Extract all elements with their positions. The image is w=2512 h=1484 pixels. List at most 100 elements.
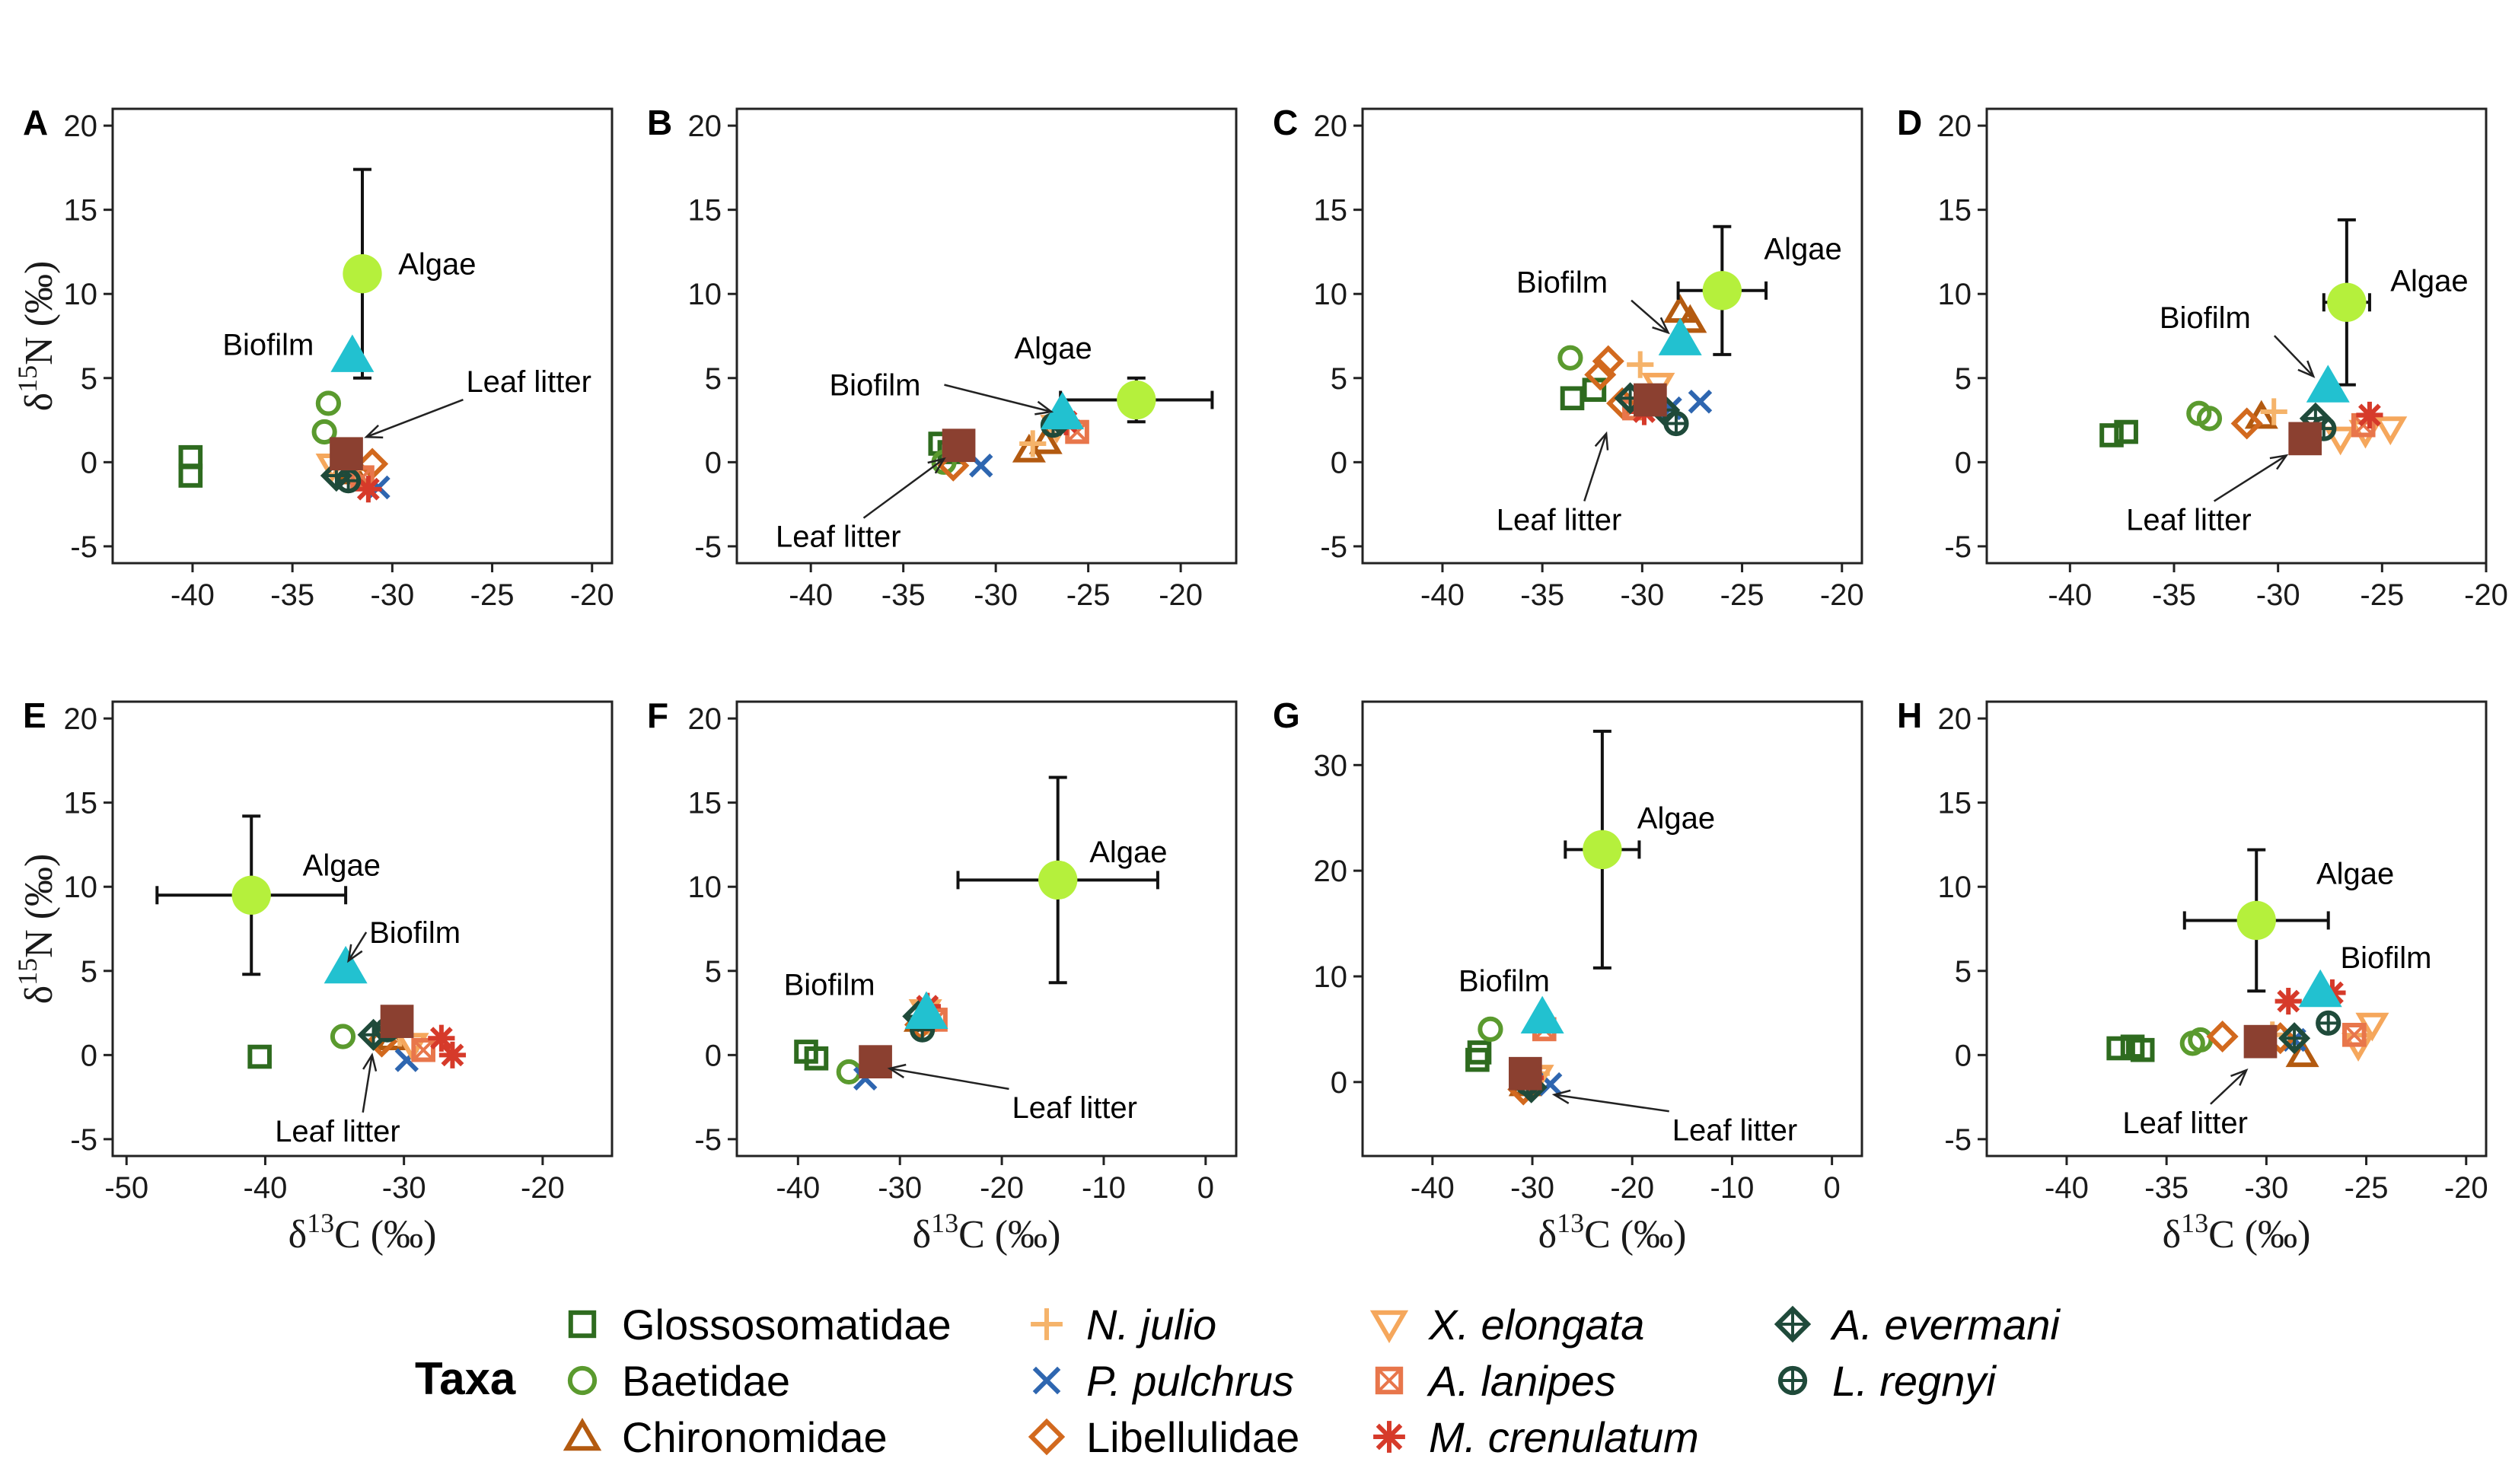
svg-text:Leaf litter: Leaf litter xyxy=(2126,504,2252,537)
legend-label-glosso: Glossosomatidae xyxy=(622,1301,952,1349)
panel-c-xtick-label: -25 xyxy=(1720,578,1764,612)
panel-f-annotation-biofilm: Biofilm xyxy=(784,968,875,1002)
svg-text:Biofilm: Biofilm xyxy=(2340,941,2431,975)
panel-h-xtick-label: -20 xyxy=(2444,1171,2488,1205)
panel-b-ytick-label: 0 xyxy=(705,446,722,479)
panel-e-point-glosso xyxy=(247,1044,272,1069)
panel-g-annotation-algae: Algae xyxy=(1637,802,1715,836)
panel-a-biofilm-mean xyxy=(330,334,375,372)
panel-h-point-chiro xyxy=(2285,1038,2319,1068)
panel-f-biofilm-mean xyxy=(904,991,948,1029)
legend-entry-glosso: Glossosomatidae xyxy=(568,1301,952,1349)
panel-d-point-njulio xyxy=(2260,398,2287,425)
legend-label-njulio: N. julio xyxy=(1086,1301,1216,1349)
panel-h-annotation-leaf-litter: Leaf litter xyxy=(2122,1068,2249,1140)
svg-text:Algae: Algae xyxy=(398,247,476,281)
panel-c-algae-mean xyxy=(1702,271,1742,310)
panel-f: F -5 0 5 10 15 20 -40 -30 -20 -10 0 δ13C (‰) Algae Bio… xyxy=(647,696,1238,1256)
panel-h-leaf-litter-mean xyxy=(2243,1024,2278,1059)
panel-a-ytick-label: -5 xyxy=(70,530,97,564)
panel-e-point-baetid xyxy=(330,1024,356,1049)
panel-b-leaf-litter-mean xyxy=(942,428,976,463)
panel-a-label: A xyxy=(23,103,48,142)
panel-a-leaf-litter-mean xyxy=(330,437,363,471)
panel-h-point-mcren xyxy=(2275,987,2302,1015)
panel-c-label: C xyxy=(1273,103,1298,142)
panel-g-xtick-label: -30 xyxy=(1510,1171,1554,1205)
svg-text:Biofilm: Biofilm xyxy=(1516,266,1608,300)
panel-d-label: D xyxy=(1897,103,1922,142)
panel-h-label: H xyxy=(1897,696,1922,735)
panel-b-ytick-label: -5 xyxy=(694,530,722,564)
panel-b-xtick-label: -40 xyxy=(789,578,833,612)
panel-c-annotation-biofilm: Biofilm xyxy=(1516,266,1670,335)
panel-b-ytick-label: 5 xyxy=(705,362,722,396)
panel-d-point-xelong xyxy=(2373,416,2408,446)
legend-title: Taxa xyxy=(415,1353,516,1404)
panel-b-annotation-biofilm: Biofilm xyxy=(829,369,1054,416)
panel-g-annotation-biofilm: Biofilm xyxy=(1458,965,1550,998)
panel-a-algae-mean xyxy=(343,254,382,294)
svg-text:Leaf litter: Leaf litter xyxy=(776,521,901,554)
panel-a-xtick-label: -25 xyxy=(470,578,515,612)
panel-g-label: G xyxy=(1273,696,1300,735)
legend-entry-mcren: M. crenulatum xyxy=(1373,1413,1699,1461)
panel-g-xtick-label: -20 xyxy=(1610,1171,1654,1205)
panel-h-point-alanip xyxy=(2342,1023,2367,1047)
panel-f-leaf-litter-mean xyxy=(859,1045,892,1079)
legend-entry-njulio: N. julio xyxy=(1031,1301,1216,1349)
panel-b-xtick-label: -35 xyxy=(881,578,926,612)
panel-g-leaf-litter-mean xyxy=(1509,1056,1542,1091)
panel-b-annotation-leaf-litter: Leaf litter xyxy=(776,457,946,554)
panel-c-xtick-label: -20 xyxy=(1820,578,1864,612)
svg-text:Biofilm: Biofilm xyxy=(222,329,314,362)
svg-text:Leaf litter: Leaf litter xyxy=(1012,1091,1137,1125)
panel-a-annotation-leaf-litter: Leaf litter xyxy=(364,365,591,439)
panel-h-point-aever xyxy=(2278,1022,2311,1055)
panel-h-xlabel: δ13C (‰) xyxy=(2163,1208,2311,1256)
panel-c-ytick-label: 0 xyxy=(1331,446,1347,479)
panel-c-point-libell xyxy=(1592,345,1624,377)
svg-text:Algae: Algae xyxy=(2390,265,2468,298)
panel-f-xtick-label: -20 xyxy=(980,1171,1024,1205)
panel-g-xtick-label: 0 xyxy=(1824,1171,1841,1205)
panel-d-point-glosso xyxy=(2099,423,2124,447)
svg-text:Leaf litter: Leaf litter xyxy=(275,1115,400,1148)
panel-d-annotation-leaf-litter: Leaf litter xyxy=(2126,454,2289,537)
panel-d-data xyxy=(2099,218,2408,456)
panel-b-data xyxy=(928,376,1214,482)
panel-g-ytick-label: 30 xyxy=(1314,749,1348,782)
panel-h-algae-mean xyxy=(2236,900,2276,941)
svg-text:Leaf litter: Leaf litter xyxy=(466,365,591,399)
panel-d-leaf-litter-mean xyxy=(2288,422,2322,456)
panel-a-xtick-label: -30 xyxy=(370,578,414,612)
legend-marker-xelong xyxy=(1369,1310,1409,1343)
svg-text:Algae: Algae xyxy=(1014,332,1092,365)
panel-a-ytick-label: 10 xyxy=(64,278,98,311)
panel-h-ytick-label: 10 xyxy=(1938,871,1972,904)
panel-g-biofilm-mean xyxy=(1520,995,1564,1034)
panel-d-ytick-label: 20 xyxy=(1938,110,1972,143)
panel-a-point-baetid xyxy=(311,419,337,445)
svg-text:Biofilm: Biofilm xyxy=(2160,301,2251,335)
panel-e-annotation-leaf-litter: Leaf litter xyxy=(275,1052,400,1148)
legend-label-alanip: A. lanipes xyxy=(1427,1357,1616,1405)
panel-g-annotation-leaf-litter: Leaf litter xyxy=(1551,1089,1797,1147)
legend-label-mcren: M. crenulatum xyxy=(1429,1413,1699,1461)
svg-text:Biofilm: Biofilm xyxy=(784,968,875,1002)
panel-c-xtick-label: -30 xyxy=(1620,578,1664,612)
panel-b-label: B xyxy=(647,103,672,142)
panel-f-xtick-label: -10 xyxy=(1082,1171,1126,1205)
panel-a: A -5 0 5 10 15 20 -40 -35 -30 -25 -20 δ15N (‰) Algae B… xyxy=(12,103,614,612)
panel-a-point-mcren xyxy=(355,476,382,503)
legend-label-libell: Libellulidae xyxy=(1086,1413,1299,1461)
legend-label-ppulch: P. pulchrus xyxy=(1086,1357,1294,1405)
panel-d: D -5 0 5 10 15 20 -40 -35 -30 -25 -20 Algae Biofilm Le… xyxy=(1897,103,2508,612)
panel-a-frame xyxy=(111,107,614,565)
panel-d-xtick-label: -40 xyxy=(2048,578,2092,612)
panel-e-ytick-label: 0 xyxy=(81,1039,97,1072)
legend-label-baetid: Baetidae xyxy=(622,1357,790,1405)
legend-label-lreg: L. regnyi xyxy=(1832,1357,1997,1405)
